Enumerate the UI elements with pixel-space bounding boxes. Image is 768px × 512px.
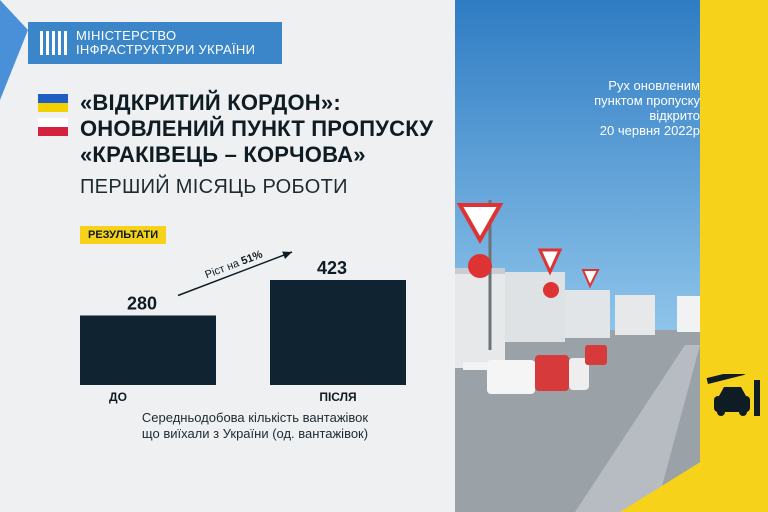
ministry-logo-icon (40, 31, 68, 55)
headline: «ВІДКРИТИЙ КОРДОН»: ОНОВЛЕНИЙ ПУНКТ ПРОП… (80, 90, 450, 168)
ministry-header: МІНІСТЕРСТВО ІНФРАСТРУКТУРИ УКРАЇНИ (28, 22, 282, 64)
truck-count-chart: 280 ДО 423 ПІСЛЯ Ріст на 51% (80, 248, 406, 404)
results-badge: РЕЗУЛЬТАТИ (80, 226, 167, 244)
bar-value-label-2: 423 (317, 258, 347, 278)
headline-line2: ОНОВЛЕНИЙ ПУНКТ ПРОПУСКУ (80, 116, 434, 141)
bar-value-label-1: 280 (127, 293, 157, 313)
chart-caption: Середньодобова кількість вантажівок що в… (60, 410, 450, 442)
border-crossing-photo (455, 0, 768, 512)
ministry-name-line1: МІНІСТЕРСТВО (76, 28, 177, 43)
bar-2 (270, 280, 406, 385)
ministry-name-line2: ІНФРАСТРУКТУРИ УКРАЇНИ (76, 42, 256, 57)
headline-line1: «ВІДКРИТИЙ КОРДОН»: (80, 90, 341, 115)
opening-notice-line2: пунктом пропуску (594, 93, 700, 108)
growth-arrow-line (177, 251, 293, 297)
bar-1 (80, 315, 216, 385)
opening-notice-line1: Рух оновленим (608, 78, 700, 93)
checkpoint-photo-illustration (455, 0, 768, 512)
opening-notice-line4: 20 червня 2022р (599, 123, 700, 138)
subheading: ПЕРШИЙ МІСЯЦЬ РОБОТИ (80, 176, 348, 198)
ukraine-flag-icon (38, 94, 68, 112)
ministry-name: МІНІСТЕРСТВО ІНФРАСТРУКТУРИ УКРАЇНИ (76, 29, 255, 57)
chart-caption-line1: Середньодобова кількість вантажівок (141, 410, 369, 425)
chart-caption-line2: що виїхали з України (од. вантажівок) (141, 426, 369, 441)
poland-flag-icon (38, 118, 68, 136)
flags (38, 94, 68, 142)
headline-line3: «КРАКІВЕЦЬ – КОРЧОВА» (80, 142, 366, 167)
category-label-1: ДО (109, 390, 127, 404)
infographic-left-panel (0, 0, 455, 512)
opening-notice: Рух оновленим пунктом пропуску відкрито … (560, 78, 700, 138)
opening-notice-line3: відкрито (649, 108, 700, 123)
growth-annotation-value: 51% (240, 248, 265, 267)
growth-arrow-head-icon (282, 251, 292, 259)
growth-annotation: Ріст на 51% (203, 248, 264, 281)
car-barrier-icon (706, 374, 760, 416)
yellow-accent-strip (700, 0, 768, 512)
category-label-2: ПІСЛЯ (319, 390, 356, 404)
